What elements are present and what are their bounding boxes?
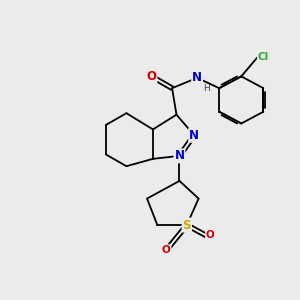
Text: O: O xyxy=(146,70,157,83)
Text: S: S xyxy=(183,219,191,232)
Text: H: H xyxy=(204,84,210,93)
Text: Cl: Cl xyxy=(258,52,269,62)
Text: O: O xyxy=(206,230,215,240)
Text: O: O xyxy=(162,245,171,255)
Text: N: N xyxy=(174,149,184,162)
Text: N: N xyxy=(192,71,202,84)
Text: N: N xyxy=(189,129,199,142)
